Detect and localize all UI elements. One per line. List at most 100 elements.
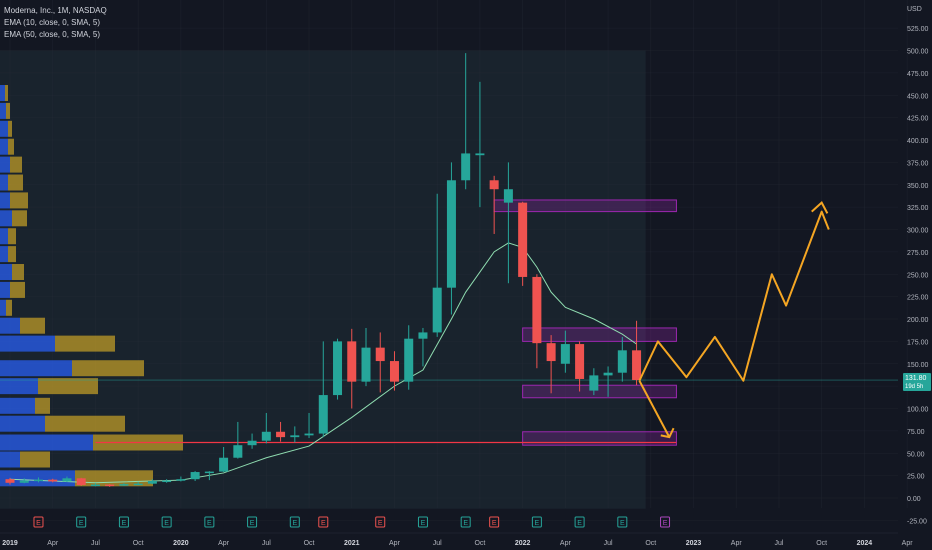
x-tick-label: Oct [133, 540, 144, 547]
volume-profile-down-bar [5, 85, 8, 102]
candle-body [190, 472, 200, 480]
candle-body [276, 431, 286, 438]
volume-profile-down-bar [10, 281, 25, 298]
x-tick-label: 2023 [686, 540, 702, 547]
legend-ema-10[interactable]: EMA (10, close, 0, SMA, 5) [4, 18, 101, 27]
x-tick-label: 2021 [344, 540, 360, 547]
y-axis-currency: USD [907, 6, 922, 13]
y-tick-label: 150.00 [907, 362, 929, 369]
candle-body [389, 361, 399, 382]
x-tick-label: 2024 [857, 540, 873, 547]
x-tick-label: Jul [262, 540, 271, 547]
x-tick-label: Apr [389, 540, 401, 547]
candle-body [546, 343, 556, 362]
volume-profile-up-bar [0, 378, 38, 395]
candles [5, 53, 642, 487]
volume-profile-up-bar [0, 360, 72, 377]
earnings-marker-box [204, 516, 215, 528]
x-tick-label: Apr [560, 540, 572, 547]
earnings-marker-box [76, 516, 87, 528]
volume-profile-down-bar [6, 102, 10, 119]
volume-profile-up-bar [0, 192, 10, 209]
volume-profile-down-bar [8, 174, 23, 191]
volume-profile-up-bar [0, 120, 8, 137]
candle-body [404, 338, 414, 382]
x-tick-label: Oct [816, 540, 827, 547]
earnings-marker-label: E [321, 520, 326, 527]
earnings-marker-box [417, 516, 428, 528]
y-axis: USD-25.000.0025.0050.0075.00100.00125.00… [907, 6, 929, 525]
candle-body [518, 202, 528, 277]
candle-body [304, 433, 314, 436]
candle-body [475, 153, 485, 156]
volume-profile-up-bar [0, 299, 6, 316]
volume-profile-up-bar [0, 264, 12, 281]
y-tick-label: 250.00 [907, 272, 929, 279]
candle-body [361, 347, 371, 382]
candle-body [76, 478, 86, 486]
earnings-marker-box [531, 516, 542, 528]
earnings-marker-box [489, 516, 500, 528]
candle-body [347, 341, 357, 382]
candle-body [219, 457, 229, 472]
candle-body [105, 484, 115, 487]
x-tick-label: Jul [604, 540, 613, 547]
y-tick-label: 25.00 [907, 474, 925, 481]
legend-symbol[interactable]: Moderna, Inc., 1M, NASDAQ [4, 6, 107, 15]
current-price-value: 131.80 [905, 375, 927, 382]
candle-body [147, 480, 157, 484]
earnings-marker-box [318, 516, 329, 528]
earnings-marker-label: E [36, 520, 41, 527]
earnings-marker-box [660, 516, 671, 528]
volume-profile [0, 85, 183, 487]
y-tick-label: 450.00 [907, 93, 929, 100]
candle-body [119, 484, 129, 486]
candle-body [432, 287, 442, 333]
x-tick-label: Jul [91, 540, 100, 547]
y-tick-label: 100.00 [907, 407, 929, 414]
y-tick-label: 425.00 [907, 116, 929, 123]
earnings-marker-label: E [164, 520, 169, 527]
y-tick-label: 275.00 [907, 250, 929, 257]
x-tick-label: 2020 [173, 540, 189, 547]
candle-body [503, 189, 513, 203]
earnings-marker-label: E [79, 520, 84, 527]
projection-down-path [638, 380, 671, 438]
x-tick-label: Oct [645, 540, 656, 547]
y-tick-label: 300.00 [907, 228, 929, 235]
earnings-marker-label: E [207, 520, 212, 527]
volume-profile-up-bar [0, 85, 5, 102]
x-tick-label: Oct [474, 540, 485, 547]
candle-body [375, 347, 385, 362]
volume-profile-down-bar [20, 451, 50, 468]
earnings-marker-box [33, 516, 44, 528]
candle-body [247, 440, 257, 446]
volume-profile-up-bar [0, 434, 93, 451]
chart-legend: Moderna, Inc., 1M, NASDAQ EMA (10, close… [4, 5, 107, 41]
volume-profile-down-bar [55, 335, 115, 352]
candle-body [461, 153, 471, 181]
x-tick-label: 2019 [2, 540, 18, 547]
legend-ema-50[interactable]: EMA (50, close, 0, SMA, 5) [4, 30, 101, 39]
volume-profile-down-bar [45, 415, 125, 432]
supply-demand-zone [522, 431, 677, 446]
volume-profile-up-bar [0, 174, 8, 191]
volume-profile-down-bar [72, 360, 144, 377]
candle-body [575, 344, 585, 379]
earnings-marker-label: E [292, 520, 297, 527]
volume-profile-up-bar [0, 156, 10, 173]
volume-profile-down-bar [35, 397, 50, 414]
y-tick-label: 50.00 [907, 451, 925, 458]
y-tick-label: -25.00 [907, 518, 927, 525]
candle-body [333, 341, 343, 396]
y-tick-label: 350.00 [907, 183, 929, 190]
candle-body [162, 480, 172, 483]
candle-body [446, 180, 456, 288]
x-tick-label: Jul [774, 540, 783, 547]
earnings-marker-label: E [663, 520, 668, 527]
volume-profile-up-bar [0, 317, 20, 334]
volume-profile-up-bar [0, 138, 8, 155]
candle-body [48, 479, 58, 482]
